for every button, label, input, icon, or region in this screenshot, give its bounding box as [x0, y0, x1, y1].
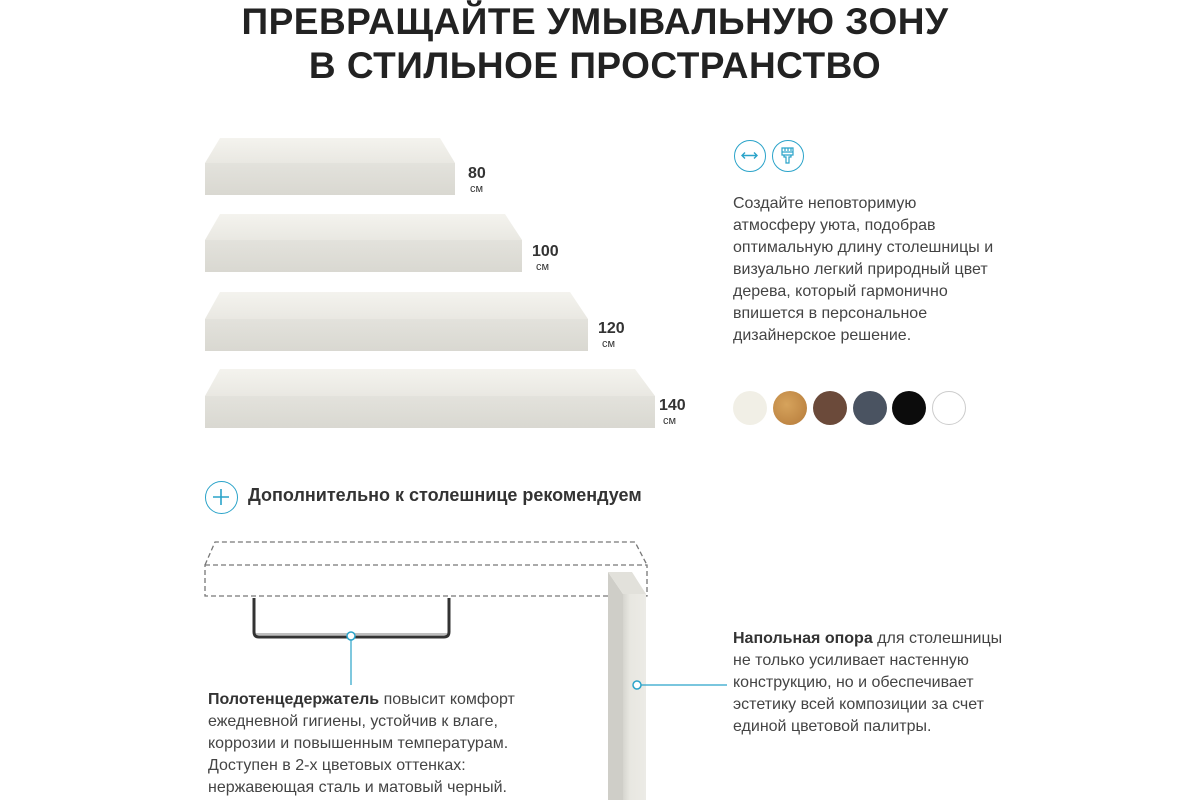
page-title: ПРЕВРАЩАЙТЕ УМЫВАЛЬНУЮ ЗОНУ В СТИЛЬНОЕ ПР… [241, 1, 949, 86]
length-arrows-icon [734, 140, 766, 172]
color-swatch-walnut[interactable] [813, 391, 847, 425]
countertop-100 [205, 214, 522, 272]
size-label-100: 100 см [532, 243, 559, 273]
countertop-80 [205, 138, 455, 195]
towel-holder [252, 598, 451, 685]
size-label-80: 80 см [468, 165, 486, 195]
countertop-120 [205, 292, 588, 351]
color-swatch-white-oak[interactable] [733, 391, 767, 425]
color-swatch-white[interactable] [932, 391, 966, 425]
size-label-140: 140 см [659, 397, 686, 427]
floor-support [608, 572, 727, 800]
towel-holder-description: Полотенцедержатель повысит комфорт ежедн… [208, 691, 515, 796]
color-swatch-black[interactable] [892, 391, 926, 425]
color-swatch-graphite[interactable] [853, 391, 887, 425]
size-label-120: 120 см [598, 320, 625, 350]
color-swatch-light-oak[interactable] [773, 391, 807, 425]
paint-brush-icon [772, 140, 804, 172]
plus-icon [205, 481, 238, 514]
length-color-description: Создайте неповторимую атмосферу уюта, по… [733, 195, 994, 344]
floor-support-description: Напольная опора для столешницы не только… [733, 630, 1003, 735]
countertop-outline-dashed [204, 541, 648, 597]
countertop-140 [205, 369, 655, 428]
recommend-heading: Дополнительно к столешнице рекомендуем [248, 485, 642, 505]
